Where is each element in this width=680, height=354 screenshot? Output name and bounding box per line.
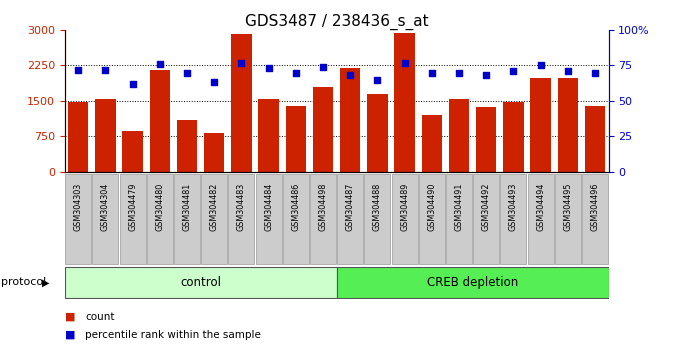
- Text: GSM304484: GSM304484: [264, 183, 273, 231]
- Text: GSM304494: GSM304494: [536, 183, 545, 231]
- Text: GSM304486: GSM304486: [291, 183, 301, 231]
- Bar: [95, 99, 116, 172]
- Text: GSM304498: GSM304498: [318, 183, 328, 231]
- Text: GSM304479: GSM304479: [128, 183, 137, 232]
- FancyBboxPatch shape: [528, 173, 554, 264]
- Text: GSM304490: GSM304490: [427, 183, 437, 231]
- FancyBboxPatch shape: [92, 173, 118, 264]
- FancyBboxPatch shape: [65, 267, 337, 298]
- Point: [535, 63, 546, 68]
- Point: [399, 60, 410, 65]
- Point: [263, 65, 274, 71]
- FancyBboxPatch shape: [256, 173, 282, 264]
- Point: [100, 67, 111, 73]
- Bar: [530, 78, 551, 172]
- Text: ▶: ▶: [42, 277, 50, 287]
- Text: GSM304304: GSM304304: [101, 183, 110, 231]
- Bar: [286, 105, 306, 172]
- Text: GSM304487: GSM304487: [345, 183, 355, 231]
- Point: [236, 60, 247, 65]
- Point: [590, 70, 600, 75]
- Point: [372, 77, 383, 82]
- FancyBboxPatch shape: [337, 173, 363, 264]
- FancyBboxPatch shape: [174, 173, 200, 264]
- Bar: [150, 70, 170, 172]
- Text: GSM304483: GSM304483: [237, 183, 246, 231]
- Text: ■: ■: [65, 330, 75, 339]
- Bar: [122, 131, 143, 172]
- Bar: [503, 102, 524, 172]
- Point: [127, 81, 138, 87]
- Point: [454, 70, 464, 75]
- FancyBboxPatch shape: [446, 173, 472, 264]
- Text: protocol: protocol: [1, 277, 47, 287]
- Bar: [476, 107, 496, 172]
- Bar: [204, 133, 224, 172]
- Point: [508, 68, 519, 74]
- FancyBboxPatch shape: [364, 173, 390, 264]
- Bar: [422, 115, 442, 172]
- FancyBboxPatch shape: [500, 173, 526, 264]
- Point: [73, 67, 84, 73]
- Title: GDS3487 / 238436_s_at: GDS3487 / 238436_s_at: [245, 14, 428, 30]
- Point: [209, 80, 220, 85]
- Bar: [394, 33, 415, 172]
- Text: GSM304491: GSM304491: [454, 183, 464, 231]
- Bar: [258, 98, 279, 172]
- FancyBboxPatch shape: [555, 173, 581, 264]
- Point: [182, 70, 192, 75]
- Text: GSM304495: GSM304495: [563, 183, 573, 232]
- Bar: [68, 102, 88, 172]
- Bar: [313, 87, 333, 172]
- Text: GSM304489: GSM304489: [400, 183, 409, 231]
- Text: GSM304480: GSM304480: [155, 183, 165, 231]
- FancyBboxPatch shape: [582, 173, 608, 264]
- Text: ■: ■: [65, 312, 75, 322]
- Bar: [585, 106, 605, 172]
- FancyBboxPatch shape: [120, 173, 146, 264]
- Text: CREB depletion: CREB depletion: [427, 276, 518, 289]
- Text: GSM304303: GSM304303: [73, 183, 83, 231]
- Text: GSM304492: GSM304492: [481, 183, 491, 232]
- FancyBboxPatch shape: [419, 173, 445, 264]
- Bar: [177, 120, 197, 172]
- Text: GSM304488: GSM304488: [373, 183, 382, 231]
- Point: [154, 61, 165, 67]
- Text: GSM304496: GSM304496: [590, 183, 600, 231]
- FancyBboxPatch shape: [473, 173, 499, 264]
- Point: [290, 70, 301, 75]
- FancyBboxPatch shape: [337, 267, 609, 298]
- Point: [426, 70, 437, 75]
- FancyBboxPatch shape: [310, 173, 336, 264]
- Point: [318, 64, 328, 70]
- Bar: [449, 99, 469, 172]
- FancyBboxPatch shape: [201, 173, 227, 264]
- Point: [481, 73, 492, 78]
- Point: [345, 73, 356, 78]
- Text: control: control: [180, 276, 221, 289]
- FancyBboxPatch shape: [392, 173, 418, 264]
- Text: percentile rank within the sample: percentile rank within the sample: [85, 330, 261, 339]
- Text: count: count: [85, 312, 114, 322]
- Text: GSM304493: GSM304493: [509, 183, 518, 231]
- FancyBboxPatch shape: [283, 173, 309, 264]
- FancyBboxPatch shape: [65, 173, 91, 264]
- Bar: [367, 94, 388, 172]
- Text: GSM304482: GSM304482: [209, 183, 219, 231]
- Point: [562, 68, 573, 74]
- Text: GSM304481: GSM304481: [182, 183, 192, 231]
- FancyBboxPatch shape: [147, 173, 173, 264]
- Bar: [340, 68, 360, 172]
- Bar: [231, 34, 252, 172]
- Bar: [558, 78, 578, 172]
- FancyBboxPatch shape: [228, 173, 254, 264]
